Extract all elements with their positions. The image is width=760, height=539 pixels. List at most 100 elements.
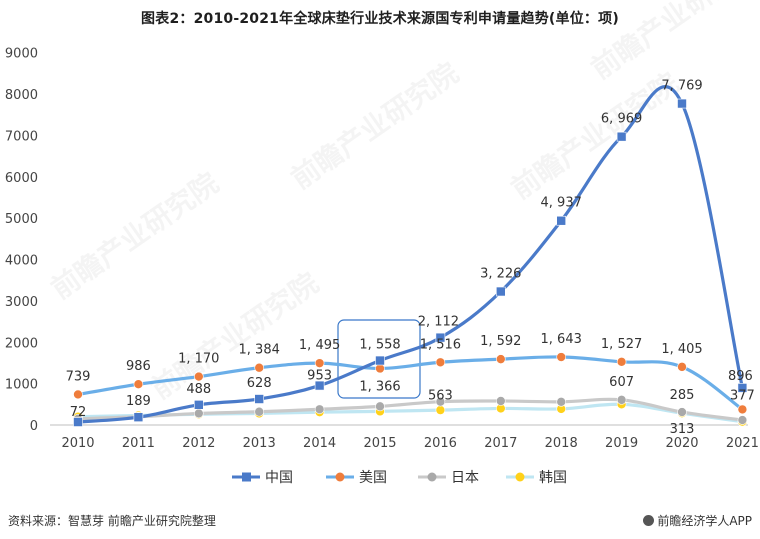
data-label: 4, 937 <box>541 196 582 211</box>
data-point <box>616 395 627 405</box>
data-point <box>254 394 264 404</box>
y-tick-label: 5000 <box>5 212 38 227</box>
x-tick-label: 2015 <box>363 436 396 451</box>
data-label: 7, 769 <box>661 79 702 94</box>
highlight-box <box>337 319 421 399</box>
data-point <box>194 371 204 382</box>
data-point <box>314 358 325 368</box>
data-label: 1, 366 <box>359 379 400 394</box>
data-label: 72 <box>70 405 87 420</box>
data-label: 285 <box>670 388 695 403</box>
y-tick-label: 8000 <box>5 88 38 103</box>
legend-label-2: 日本 <box>451 470 479 486</box>
y-tick-label: 3000 <box>5 295 38 310</box>
y-tick-label: 1000 <box>5 378 38 393</box>
y-tick-label: 7000 <box>5 129 38 144</box>
chart-title: 图表2：2010-2021年全球床垫行业技术来源国专利申请量趋势(单位：项) <box>141 11 619 27</box>
data-point <box>616 357 627 367</box>
data-label: 189 <box>126 394 151 409</box>
data-label: 896 <box>728 369 753 384</box>
legend-marker <box>515 472 525 482</box>
data-point <box>616 131 627 142</box>
legend-marker <box>427 472 437 482</box>
data-point <box>133 412 144 422</box>
data-label: 1, 516 <box>420 337 461 352</box>
data-point <box>375 355 385 366</box>
data-point <box>495 286 506 297</box>
data-point <box>254 362 265 373</box>
data-label: 607 <box>609 375 634 390</box>
legend-label-0: 中国 <box>265 470 293 486</box>
y-tick-label: 9000 <box>5 47 38 62</box>
x-tick-label: 2014 <box>303 436 336 451</box>
data-label: 986 <box>126 359 151 374</box>
data-point <box>314 380 325 391</box>
data-label: 1, 558 <box>359 338 400 353</box>
data-label: 1, 170 <box>178 352 219 367</box>
y-tick-label: 6000 <box>5 171 38 186</box>
data-point <box>737 415 748 425</box>
data-point <box>133 379 144 390</box>
data-label: 1, 405 <box>661 342 702 357</box>
x-tick-label: 2013 <box>243 436 276 451</box>
data-point <box>677 407 687 417</box>
legend-label-1: 美国 <box>359 470 387 486</box>
x-tick-label: 2018 <box>545 436 578 451</box>
data-label: 1, 643 <box>541 332 582 347</box>
data-label: 563 <box>428 389 453 404</box>
y-axis: 0 1000 2000 3000 4000 5000 6000 7000 8000 9000 <box>5 47 38 434</box>
data-point <box>194 408 204 419</box>
data-point <box>254 406 265 417</box>
brand-credit: 前瞻经济学人APP <box>643 512 752 529</box>
x-tick-label: 2017 <box>484 436 517 451</box>
data-point <box>435 357 446 368</box>
x-tick-label: 2012 <box>182 436 215 451</box>
x-tick-label: 2021 <box>726 436 759 451</box>
data-label: 488 <box>186 382 211 397</box>
data-point <box>194 400 204 410</box>
brand-logo-icon <box>643 515 655 526</box>
data-label: 1, 495 <box>299 338 340 353</box>
x-tick-label: 2011 <box>122 436 155 451</box>
x-tick-label: 2016 <box>424 436 457 451</box>
data-label: 1, 384 <box>239 343 280 358</box>
series-line-0 <box>76 85 744 424</box>
x-axis: 2010 2011 2012 2013 2014 2015 2016 2017 2018 2019… <box>50 424 759 451</box>
data-label: 313 <box>670 422 695 437</box>
data-label: 1, 592 <box>480 334 521 349</box>
data-point <box>737 383 748 393</box>
watermark-text: 前瞻产业研究院 <box>285 56 464 195</box>
data-label: 628 <box>247 376 272 391</box>
data-point <box>556 397 567 407</box>
data-point <box>73 389 83 400</box>
data-point <box>556 352 567 362</box>
data-label: 739 <box>66 369 91 384</box>
data-label: 3, 226 <box>480 267 521 282</box>
data-point <box>495 396 506 406</box>
x-tick-label: 2019 <box>605 436 638 451</box>
data-point <box>73 417 83 427</box>
data-point <box>314 404 325 415</box>
legend-marker <box>242 472 251 482</box>
watermark-text: 前瞻产业研究院 <box>505 66 684 205</box>
legend-marker <box>335 472 345 482</box>
x-tick-label: 2020 <box>665 436 698 451</box>
y-tick-label: 2000 <box>5 336 38 351</box>
data-point <box>677 98 687 109</box>
data-label: 377 <box>730 388 755 403</box>
data-point <box>435 332 446 343</box>
watermark-text: 前瞻产业研究院 <box>145 266 324 405</box>
data-point <box>435 396 446 407</box>
data-point <box>556 215 567 226</box>
legend-label-3: 韩国 <box>539 470 567 486</box>
series-group <box>73 85 748 427</box>
data-label: 953 <box>307 369 332 384</box>
data-label: 6, 969 <box>601 112 642 127</box>
data-point <box>375 401 385 412</box>
data-label: 2, 112 <box>418 315 459 330</box>
y-tick-label: 0 <box>30 419 38 434</box>
series-line-2 <box>76 397 744 422</box>
brand-name: 前瞻经济学人APP <box>657 514 752 528</box>
